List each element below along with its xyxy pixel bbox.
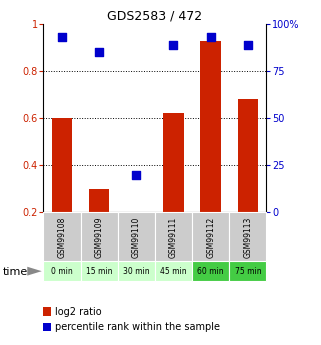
Text: GSM99110: GSM99110 xyxy=(132,217,141,258)
Bar xyxy=(89,189,109,212)
Bar xyxy=(43,261,81,281)
Bar xyxy=(229,261,266,281)
Text: time: time xyxy=(3,267,29,276)
Text: GSM99113: GSM99113 xyxy=(243,217,252,258)
Bar xyxy=(155,261,192,281)
Bar xyxy=(163,114,184,212)
Bar xyxy=(192,212,229,262)
Bar xyxy=(118,261,155,281)
Point xyxy=(134,172,139,177)
Point xyxy=(97,50,102,55)
Text: 60 min: 60 min xyxy=(197,267,224,276)
Bar xyxy=(81,212,118,262)
Text: 75 min: 75 min xyxy=(235,267,261,276)
Title: GDS2583 / 472: GDS2583 / 472 xyxy=(107,10,203,23)
Text: GSM99108: GSM99108 xyxy=(57,217,66,258)
Bar xyxy=(81,261,118,281)
Bar xyxy=(238,99,258,212)
Text: 30 min: 30 min xyxy=(123,267,150,276)
Text: percentile rank within the sample: percentile rank within the sample xyxy=(55,322,220,332)
Point xyxy=(245,42,250,48)
Bar xyxy=(229,212,266,262)
Text: 45 min: 45 min xyxy=(160,267,187,276)
Text: 15 min: 15 min xyxy=(86,267,112,276)
Bar xyxy=(155,212,192,262)
Point xyxy=(59,34,65,40)
Point xyxy=(171,42,176,48)
Text: GSM99109: GSM99109 xyxy=(95,216,104,258)
Polygon shape xyxy=(27,267,42,276)
Bar xyxy=(200,41,221,212)
Text: log2 ratio: log2 ratio xyxy=(55,307,101,316)
Bar xyxy=(43,212,81,262)
Text: GSM99111: GSM99111 xyxy=(169,217,178,258)
Text: GSM99112: GSM99112 xyxy=(206,217,215,258)
Bar xyxy=(52,118,72,212)
Point xyxy=(208,34,213,40)
Bar xyxy=(118,212,155,262)
Text: 0 min: 0 min xyxy=(51,267,73,276)
Bar xyxy=(192,261,229,281)
